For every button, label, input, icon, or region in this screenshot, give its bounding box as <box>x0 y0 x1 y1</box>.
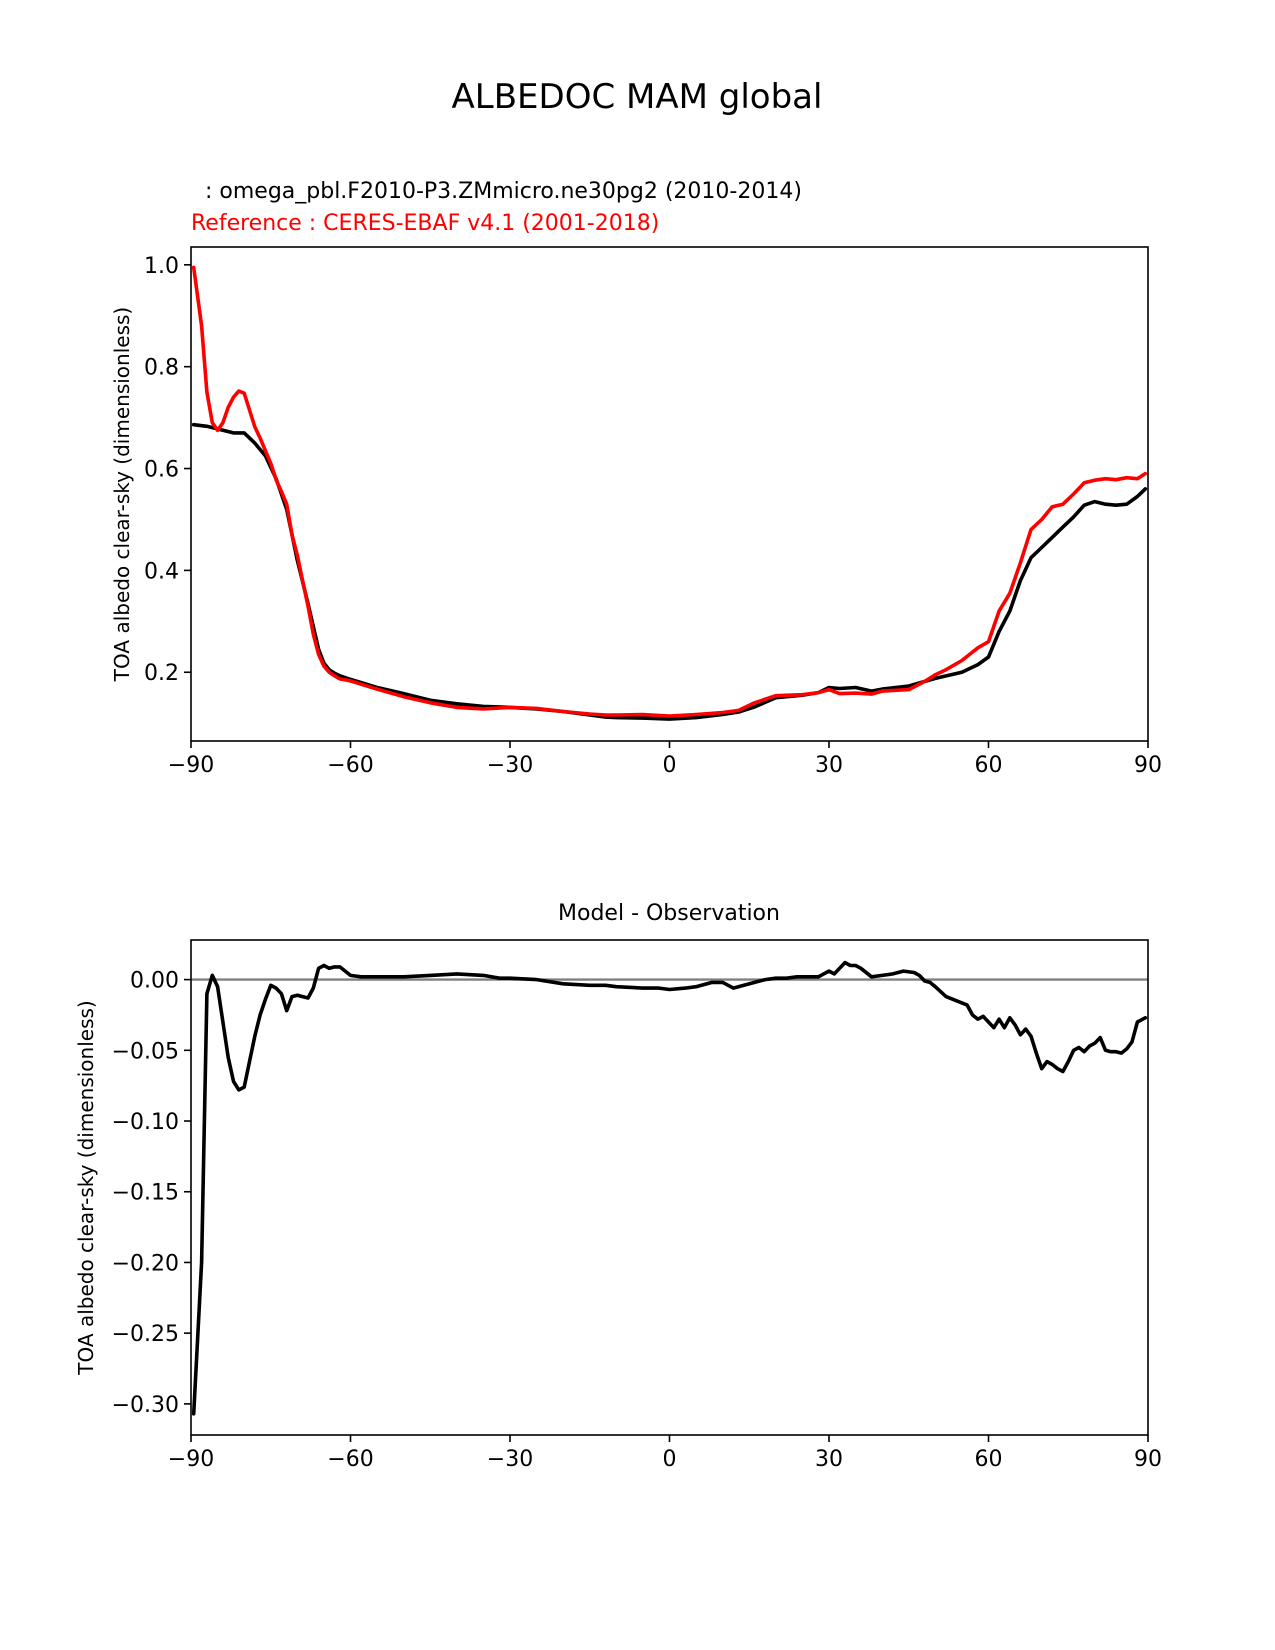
x-tick-label: 0 <box>663 753 677 778</box>
y-tick-label: −0.15 <box>112 1181 179 1206</box>
series-line-test <box>191 960 1148 1416</box>
y-tick-label: −0.25 <box>112 1322 179 1347</box>
x-tick-label: −30 <box>487 1447 533 1472</box>
series-line-reference <box>191 265 1148 718</box>
figure-title: ALBEDOC MAM global <box>452 77 823 117</box>
x-tick-label: −60 <box>327 1447 373 1472</box>
y-axis-label: TOA albedo clear-sky (dimensionless) <box>74 1000 98 1375</box>
x-tick-label: 90 <box>1134 1447 1162 1472</box>
x-tick-label: −90 <box>168 753 214 778</box>
x-tick-label: 0 <box>663 1447 677 1472</box>
x-tick-label: 60 <box>975 753 1003 778</box>
x-tick-label: 90 <box>1134 753 1162 778</box>
y-tick-label: −0.20 <box>112 1251 179 1276</box>
x-tick-label: 30 <box>815 753 843 778</box>
top-panel-comparison: −90 −60 −30 0 30 60 90 0.2 0.4 0.6 0.8 1.0 TOA albed… <box>110 246 1162 778</box>
y-tick-label: 0.4 <box>144 559 179 584</box>
y-tick-label: −0.30 <box>112 1393 179 1418</box>
y-tick-label: 0.00 <box>130 969 179 994</box>
y-tick-label: 0.8 <box>144 356 179 381</box>
y-tick-label: −0.10 <box>112 1110 179 1135</box>
x-tick-label: 60 <box>975 1447 1003 1472</box>
y-tick-label: 0.6 <box>144 458 179 483</box>
bottom-panel-title: Model - Observation <box>558 901 780 926</box>
y-tick-label: −0.05 <box>112 1039 179 1064</box>
x-tick-label: −90 <box>168 1447 214 1472</box>
reference-case-label: Reference : CERES-EBAF v4.1 (2001-2018) <box>191 211 659 236</box>
y-tick-label: 0.2 <box>144 661 179 686</box>
y-axis-label: TOA albedo clear-sky (dimensionless) <box>110 307 134 682</box>
y-tick-label: 1.0 <box>144 254 179 279</box>
x-tick-label: 30 <box>815 1447 843 1472</box>
x-tick-label: −30 <box>487 753 533 778</box>
bottom-panel-difference: −90 −60 −30 0 30 60 90 0.00 −0.05 −0.10 −0.15 −0.20… <box>74 939 1162 1472</box>
plot-frame <box>190 246 1149 742</box>
plot-frame <box>190 939 1149 1436</box>
x-tick-label: −60 <box>327 753 373 778</box>
test-case-label: : omega_pbl.F2010-P3.ZMmicro.ne30pg2 (20… <box>191 179 802 204</box>
